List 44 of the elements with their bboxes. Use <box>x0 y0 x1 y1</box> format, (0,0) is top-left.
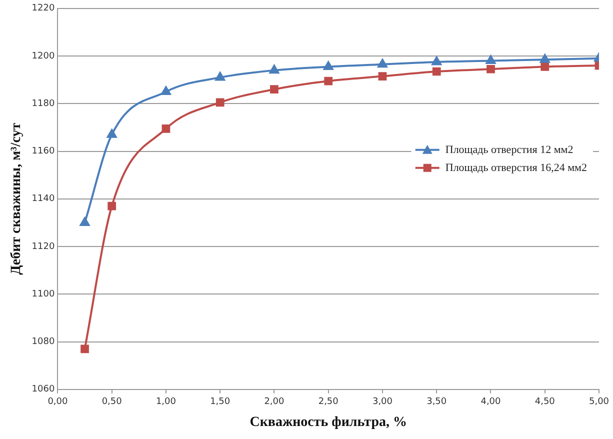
y-tick-label: 1140 <box>32 194 55 204</box>
legend-label: Площадь отверстия 16,24 мм2 <box>445 162 588 174</box>
y-tick-label: 1060 <box>32 384 55 395</box>
point <box>378 58 388 68</box>
point <box>540 62 550 71</box>
point <box>432 67 441 76</box>
point <box>324 76 333 86</box>
y-tick-label: 1220 <box>32 4 55 14</box>
point <box>323 61 334 70</box>
x-axis-title: Скважность фильтра, % <box>250 415 407 430</box>
point <box>540 54 550 63</box>
point <box>269 64 280 74</box>
x-tick-label: 4,50 <box>534 397 556 408</box>
x-tick-label: 0,50 <box>102 397 122 408</box>
point <box>486 64 495 74</box>
legend-label: Площадь отверстия 12 мм2 <box>445 144 574 156</box>
point <box>161 86 171 95</box>
point <box>108 202 116 210</box>
point <box>486 55 496 64</box>
y-tick-label: 1180 <box>32 98 55 109</box>
point <box>80 217 90 226</box>
point <box>270 85 278 94</box>
x-tick-label: 2,50 <box>318 397 339 408</box>
x-tick-label: 3,00 <box>372 397 393 408</box>
x-tick-label: 0,00 <box>48 397 68 408</box>
y-tick-label: 1160 <box>32 146 55 157</box>
y-axis-title: Дебит скважины, м³/сут <box>9 122 24 275</box>
x-tick-label: 2,00 <box>264 397 285 408</box>
y-tick-label: 1200 <box>32 51 55 62</box>
y-tick-label: 1080 <box>32 337 55 348</box>
x-tick-label: 3,50 <box>426 397 447 408</box>
point <box>432 56 442 66</box>
x-tick-label: 4,00 <box>480 397 502 408</box>
point <box>216 98 224 107</box>
point <box>378 72 387 80</box>
point <box>80 344 89 354</box>
point <box>162 124 170 133</box>
point <box>106 129 117 138</box>
x-tick-label: 1,00 <box>156 397 176 408</box>
point <box>215 72 225 81</box>
x-tick-label: 5,00 <box>588 397 610 408</box>
y-tick-label: 1120 <box>32 242 55 252</box>
x-tick-label: 1,50 <box>210 397 230 408</box>
y-tick-label: 1100 <box>32 289 55 300</box>
